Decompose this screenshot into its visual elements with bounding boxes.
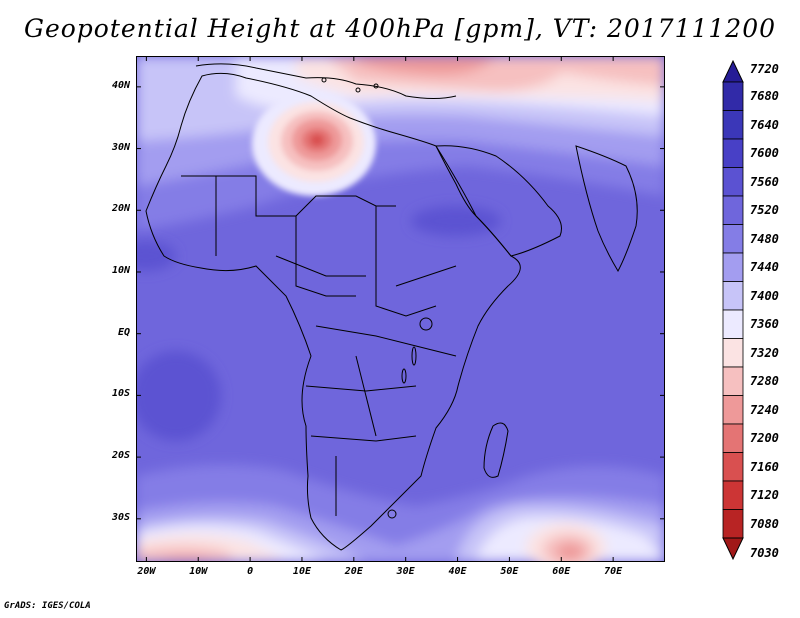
latitude-label: EQ (117, 326, 130, 338)
map-panel (136, 56, 665, 562)
colorbar-level-label: 7160 (750, 459, 779, 474)
longitude-label: 0 (247, 566, 254, 577)
colorbar-level-label: 7200 (750, 431, 779, 446)
colorbar-bottom-arrow (722, 537, 744, 560)
coastlines (145, 63, 638, 551)
latitude-label: 10N (111, 264, 130, 276)
cutoff-low (252, 92, 376, 196)
colorbar-level-label: 7440 (750, 260, 779, 275)
longitude-label: 20W (137, 566, 156, 577)
colorbar (722, 60, 744, 560)
colorbar-segment (722, 195, 744, 225)
colorbar-level-label: 7030 (750, 546, 779, 560)
colorbar-segment (722, 452, 744, 482)
colorbar-segment (722, 480, 744, 510)
colorbar-segment (722, 167, 744, 197)
latitude-label: 40N (111, 79, 130, 91)
latitude-label: 20S (111, 450, 130, 462)
longitude-label: 30E (396, 566, 415, 577)
southern-bands (136, 464, 665, 562)
colorbar-level-label: 7240 (750, 402, 779, 417)
colorbar-segment (722, 395, 744, 425)
colorbar-level-label: 7480 (750, 231, 779, 246)
colorbar-level-label: 7520 (750, 203, 779, 218)
geopotential-map (136, 56, 665, 562)
lakes (321, 77, 433, 519)
longitude-label: 50E (500, 566, 519, 577)
colorbar-segment (722, 509, 744, 539)
longitude-label: 70E (604, 566, 623, 577)
colorbar-level-label: 7360 (750, 317, 779, 332)
latitude-label: 10S (111, 388, 130, 400)
colorbar-level-label: 7600 (750, 146, 779, 161)
colorbar-level-label: 7120 (750, 488, 779, 503)
high-patches (136, 206, 501, 441)
colorbar-segment (722, 338, 744, 368)
colorbar-level-label: 7320 (750, 345, 779, 360)
colorbar-segment (722, 281, 744, 311)
latitude-label: 20N (111, 203, 130, 215)
longitude-label: 10W (189, 566, 208, 577)
colorbar-level-label: 7560 (750, 174, 779, 189)
colorbar-segment (722, 138, 744, 168)
axis-ticks (136, 56, 665, 562)
colorbar-level-label: 7080 (750, 516, 779, 531)
longitude-label: 60E (552, 566, 571, 577)
latitude-label: 30N (111, 141, 130, 153)
colorbar-level-label: 7720 (750, 62, 779, 76)
map-title: Geopotential Height at 400hPa [gpm], VT:… (23, 14, 777, 43)
latitude-label: 30S (111, 511, 130, 523)
colorbar-segment (722, 423, 744, 453)
colorbar-level-label: 7400 (750, 288, 779, 303)
colorbar-level-label: 7280 (750, 374, 779, 389)
longitude-label: 10E (292, 566, 311, 577)
colorbar-segment (722, 252, 744, 282)
colorbar-segment (722, 81, 744, 111)
colorbar-segment (722, 366, 744, 396)
colorbar-segment (722, 224, 744, 254)
grads-credit: GrADS: IGES/COLA (4, 601, 91, 611)
longitude-label: 40E (448, 566, 467, 577)
colorbar-level-label: 7680 (750, 89, 779, 104)
longitude-label: 20E (344, 566, 363, 577)
colorbar-segment (722, 110, 744, 140)
colorbar-level-label: 7640 (750, 117, 779, 132)
colorbar-top-arrow (722, 60, 744, 83)
colorbar-segment (722, 309, 744, 339)
